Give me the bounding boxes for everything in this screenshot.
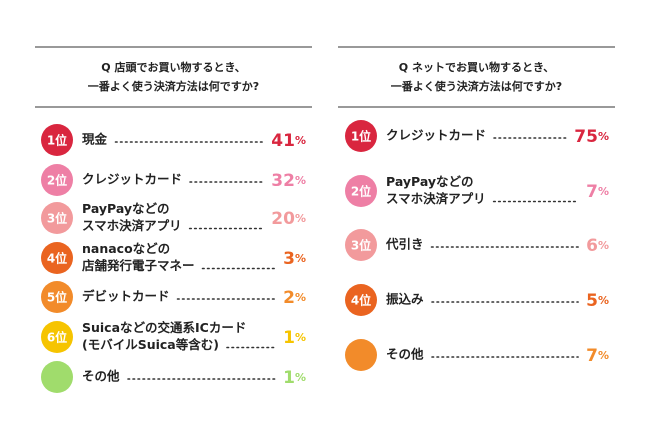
item-name: 振込み	[386, 292, 424, 307]
rank-badge	[345, 339, 377, 371]
value: 41%	[271, 131, 306, 151]
item-name: その他	[386, 347, 424, 362]
value-unit: %	[598, 349, 609, 362]
item-name: 代引き	[385, 237, 424, 252]
item-name: 現金	[82, 132, 108, 147]
value-unit: %	[295, 134, 306, 147]
value-number: 7	[586, 182, 598, 202]
question: Q ネットでお買い物するとき、	[399, 60, 554, 74]
item-name: その他	[82, 369, 120, 384]
value: 1%	[283, 328, 306, 348]
rank: 5位	[47, 290, 67, 305]
value-unit: %	[295, 252, 306, 265]
rank-badge	[41, 124, 73, 156]
question: Q 店頭でお買い物するとき、	[101, 60, 245, 74]
value-unit: %	[295, 371, 306, 384]
question: 一番よく使う決済方法は何ですか?	[88, 79, 259, 93]
item-name: Suicaなどの交通系ICカード	[82, 320, 246, 335]
rank-badge	[41, 281, 73, 313]
value: 7%	[586, 182, 609, 202]
item-name: 店舗発行電子マネー	[82, 258, 195, 273]
value: 1%	[283, 368, 306, 388]
rank-badge	[345, 284, 377, 316]
rank: 3位	[351, 238, 371, 253]
rank: 4位	[351, 293, 371, 308]
rank: 2位	[351, 184, 371, 199]
item-name: クレジットカード	[386, 128, 486, 143]
value: 20%	[271, 209, 306, 229]
item-name: スマホ決済アプリ	[386, 191, 486, 206]
rank: 1位	[351, 129, 371, 144]
value-number: 20	[271, 209, 295, 229]
rank-badge	[41, 202, 73, 234]
value-unit: %	[598, 130, 609, 143]
rank: 2位	[47, 173, 67, 188]
value: 3%	[283, 249, 306, 269]
value-number: 3	[283, 249, 295, 269]
value-number: 6	[586, 236, 598, 256]
rank-badge	[41, 321, 73, 353]
rank-badge	[345, 175, 377, 207]
value-number: 75	[574, 127, 598, 147]
rank: 3位	[47, 211, 67, 226]
item-name: nanacoなどの	[82, 241, 170, 256]
value-number: 7	[586, 346, 598, 366]
item-name: (モバイルSuica等含む)	[82, 337, 219, 352]
value-unit: %	[598, 239, 609, 252]
rank: 4位	[47, 251, 67, 266]
value: 75%	[574, 127, 609, 147]
rank-badge	[345, 120, 377, 152]
value: 5%	[586, 291, 609, 311]
value-unit: %	[295, 331, 306, 344]
item-name: クレジットカード	[82, 172, 182, 187]
value-number: 1	[283, 368, 295, 388]
value: 32%	[271, 171, 306, 191]
value-unit: %	[598, 185, 609, 198]
value-unit: %	[598, 294, 609, 307]
rank-badge	[41, 242, 73, 274]
value-number: 32	[271, 171, 295, 191]
item-name: PayPayなどの	[386, 174, 474, 189]
value-unit: %	[295, 291, 306, 304]
value: 6%	[586, 236, 609, 256]
value: 2%	[283, 288, 306, 308]
question: 一番よく使う決済方法は何ですか?	[391, 79, 562, 93]
rank-badge	[41, 164, 73, 196]
item-name: PayPayなどの	[82, 201, 170, 216]
item-name: デビットカード	[82, 289, 170, 304]
value: 7%	[586, 346, 609, 366]
value-unit: %	[295, 212, 306, 225]
rank: 1位	[47, 133, 67, 148]
rank-badge	[345, 229, 377, 261]
value-number: 2	[283, 288, 295, 308]
value-number: 5	[586, 291, 598, 311]
item-name: スマホ決済アプリ	[82, 218, 182, 233]
rank: 6位	[47, 330, 67, 345]
value-unit: %	[295, 174, 306, 187]
value-number: 41	[271, 131, 295, 151]
rank-badge	[41, 361, 73, 393]
value-number: 1	[283, 328, 295, 348]
